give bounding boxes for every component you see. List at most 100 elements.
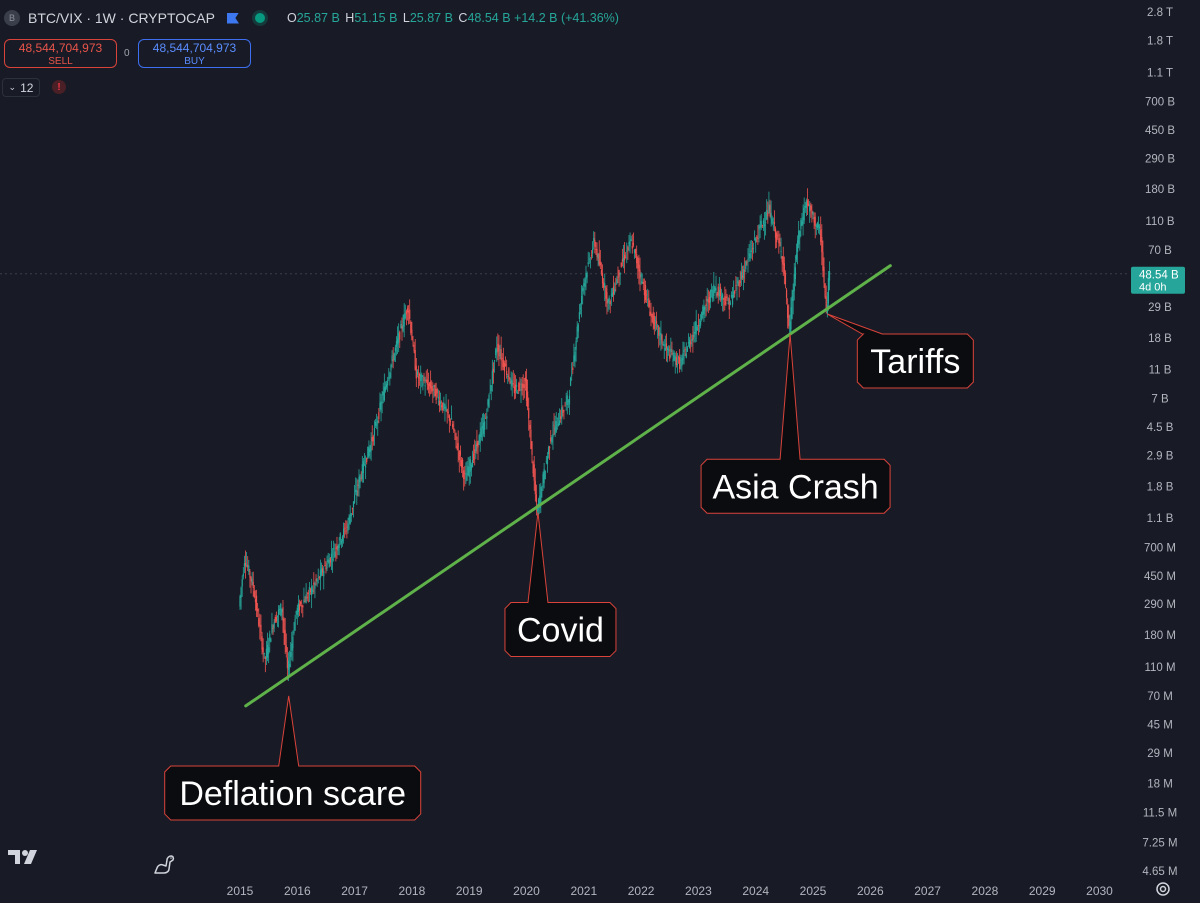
candle-body — [766, 209, 768, 220]
y-tick-label: 18 B — [1148, 333, 1172, 345]
dino-icon[interactable] — [152, 852, 176, 876]
candle-body — [452, 424, 454, 428]
candle-body — [692, 335, 694, 340]
candle-body — [760, 220, 762, 228]
candle-body — [798, 230, 800, 245]
candle-body — [676, 363, 679, 366]
candle-body — [793, 273, 795, 292]
settings-gear-icon[interactable] — [1154, 880, 1172, 898]
candle-body — [758, 224, 760, 230]
candle-body — [558, 420, 561, 426]
x-tick-label: 2024 — [742, 884, 769, 898]
candle-body — [249, 571, 251, 578]
candle-body — [730, 295, 733, 297]
y-tick-label: 18 M — [1147, 779, 1173, 791]
indicators-toggle[interactable]: ⌄ 12 — [2, 78, 40, 97]
open-value: 25.87 B — [296, 11, 340, 25]
candle-body — [463, 470, 465, 479]
candle-body — [550, 437, 552, 442]
price-axis[interactable]: 2.8 T 1.8 T 1.1 T 700 B 450 B 290 B 180 B 110 B… — [1142, 7, 1177, 878]
candle-body — [767, 212, 769, 217]
symbol-title[interactable]: BTC/VIX · 1W · CRYPTOCAP — [28, 10, 215, 26]
candle-body — [529, 424, 531, 429]
candle-body — [564, 405, 566, 407]
candle-body — [744, 270, 746, 272]
candle-body — [304, 601, 306, 603]
tradingview-logo-icon[interactable] — [8, 846, 40, 866]
candle-body — [806, 200, 809, 206]
candle-body — [774, 228, 777, 238]
candle-body — [446, 409, 448, 412]
candle-body — [258, 618, 260, 626]
flag-icon[interactable] — [226, 12, 239, 24]
candle-body — [296, 607, 298, 616]
candle-body — [690, 341, 692, 345]
candle-body — [502, 359, 504, 367]
candle-body — [649, 311, 651, 316]
candle-body — [702, 306, 704, 315]
annotations: Deflation scare Covid Asia Crash Tariffs — [164, 313, 974, 821]
candle-body — [759, 226, 761, 228]
candle-body — [795, 254, 798, 260]
candle-body — [476, 442, 478, 447]
candle-body — [341, 536, 344, 542]
annotation-label: Deflation scare — [179, 775, 406, 813]
candle-body — [641, 281, 643, 284]
candle-body — [680, 359, 682, 361]
buy-label: BUY — [184, 56, 205, 67]
annotation-label: Covid — [517, 612, 604, 650]
candle-body — [507, 375, 509, 377]
candle-body — [552, 433, 554, 438]
candle-body — [407, 310, 410, 313]
candle-body — [480, 427, 482, 438]
y-tick-label: 1.8 B — [1147, 481, 1174, 493]
candle-body — [574, 352, 576, 361]
x-tick-label: 2019 — [456, 884, 483, 898]
candle-body — [752, 247, 755, 249]
ohlc-values: O25.87 B H51.15 B L25.87 B C48.54 B +14.… — [285, 11, 619, 25]
warning-icon[interactable]: ! — [52, 80, 66, 94]
time-axis[interactable]: 2015 2016 2017 2018 2019 2020 2021 2022 2023 2024… — [227, 884, 1114, 898]
sell-button[interactable]: 48,544,704,973 SELL — [4, 39, 117, 68]
candle-body — [255, 595, 258, 611]
candle-body — [338, 543, 340, 549]
candle-body — [319, 569, 322, 579]
candle-body — [409, 309, 411, 320]
trendline[interactable] — [244, 264, 892, 708]
candle-body — [436, 389, 438, 394]
candle-body — [301, 605, 303, 607]
candle-body — [534, 480, 536, 495]
candle-body — [715, 288, 717, 291]
candle-body — [368, 448, 370, 456]
candle-body — [547, 447, 550, 454]
open-label: O — [286, 11, 297, 25]
candle-body — [662, 344, 664, 346]
candle-body — [438, 400, 441, 406]
candle-body — [351, 507, 353, 509]
candle-body — [376, 424, 378, 426]
candle-body — [717, 286, 719, 296]
candle-body — [763, 224, 766, 227]
candle-body — [261, 636, 263, 650]
candle-body — [445, 406, 447, 411]
y-tick-label: 1.1 B — [1147, 513, 1174, 525]
candle-body — [487, 399, 489, 406]
x-tick-label: 2030 — [1086, 884, 1113, 898]
candle-body — [608, 297, 610, 302]
candle-body — [286, 657, 288, 668]
candle-body — [737, 280, 739, 284]
candle-body — [381, 401, 383, 404]
candle-body — [657, 325, 659, 328]
candle-body — [282, 607, 284, 621]
buy-button[interactable]: 48,544,704,973 BUY — [138, 39, 251, 68]
candle-body — [707, 299, 709, 303]
last-price-value: 48.54 B — [1139, 270, 1179, 282]
candle-body — [362, 461, 365, 474]
candle-body — [670, 348, 672, 353]
candle-body — [520, 389, 522, 391]
candle-body — [576, 326, 578, 340]
candle-body — [736, 287, 738, 289]
candle-body — [733, 291, 735, 298]
candle-body — [522, 383, 524, 388]
